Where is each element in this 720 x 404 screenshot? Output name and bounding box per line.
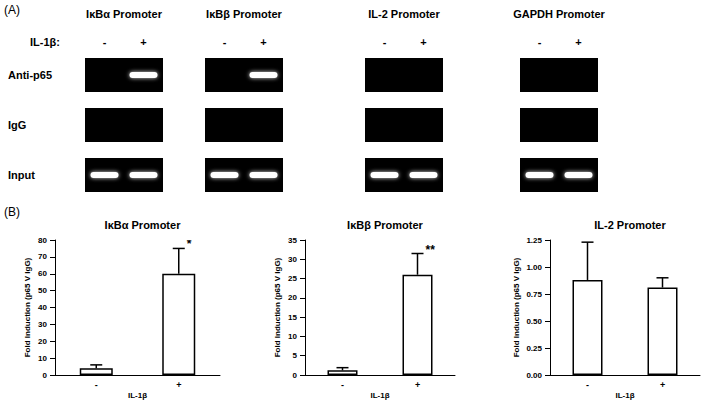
svg-text:80: 80 [38,236,47,245]
svg-text:0: 0 [293,371,298,380]
svg-text:40: 40 [38,303,47,312]
svg-text:+: + [415,380,420,390]
svg-text:Input: Input [8,169,35,181]
svg-text:GAPDH Promoter: GAPDH Promoter [513,8,605,20]
svg-text:0.25: 0.25 [526,344,542,353]
svg-text:35: 35 [288,236,297,245]
svg-text:+: + [140,36,146,48]
svg-text:-: - [223,36,227,48]
svg-text:IL-2 Promoter: IL-2 Promoter [594,219,666,231]
svg-text:25: 25 [288,274,297,283]
svg-text:10: 10 [288,332,297,341]
svg-text:IκBα Promoter: IκBα Promoter [105,219,182,231]
svg-text:IκBβ Promoter: IκBβ Promoter [347,219,424,231]
svg-text:-: - [383,36,387,48]
svg-text:+: + [660,380,665,390]
svg-text:Fold Induction (p65 V IgG): Fold Induction (p65 V IgG) [273,257,282,357]
svg-text:60: 60 [38,269,47,278]
svg-text:+: + [260,36,266,48]
svg-text:+: + [176,380,181,390]
svg-text:*: * [187,237,192,251]
svg-text:IL-1β: IL-1β [370,391,389,400]
svg-text:0.00: 0.00 [526,371,542,380]
svg-text:-: - [341,380,344,390]
svg-text:+: + [575,36,581,48]
svg-text:30: 30 [38,320,47,329]
svg-text:20: 20 [38,337,47,346]
svg-text:-: - [103,36,107,48]
svg-text:0.75: 0.75 [526,290,542,299]
svg-text:10: 10 [38,354,47,363]
svg-text:70: 70 [38,252,47,261]
svg-text:-: - [538,36,542,48]
svg-text:Anti-p65: Anti-p65 [8,69,52,81]
svg-text:(B): (B) [4,205,20,219]
svg-text:IL-1β: IL-1β [128,391,147,400]
svg-text:IκBα Promoter: IκBα Promoter [86,8,163,20]
svg-text:50: 50 [38,286,47,295]
svg-text:30: 30 [288,255,297,264]
svg-text:0.50: 0.50 [526,317,542,326]
svg-text:0: 0 [43,371,48,380]
svg-text:Fold Induction (p65 V IgG): Fold Induction (p65 V IgG) [512,257,521,357]
svg-text:IL-1β: IL-1β [615,391,634,400]
svg-text:1.25: 1.25 [526,236,542,245]
svg-text:IL-2 Promoter: IL-2 Promoter [368,8,440,20]
svg-text:IgG: IgG [8,119,26,131]
svg-text:+: + [420,36,426,48]
svg-text:Fold Induction (p65 V IgG): Fold Induction (p65 V IgG) [23,257,32,357]
svg-text:20: 20 [288,293,297,302]
svg-text:5: 5 [293,351,298,360]
svg-text:15: 15 [288,313,297,322]
svg-text:IκBβ Promoter: IκBβ Promoter [206,8,283,20]
svg-text:1.00: 1.00 [526,263,542,272]
svg-text:(A): (A) [4,3,20,17]
svg-text:-: - [95,380,98,390]
svg-text:-: - [586,380,589,390]
svg-text:IL-1β:: IL-1β: [30,36,60,48]
svg-text:**: ** [426,243,436,257]
